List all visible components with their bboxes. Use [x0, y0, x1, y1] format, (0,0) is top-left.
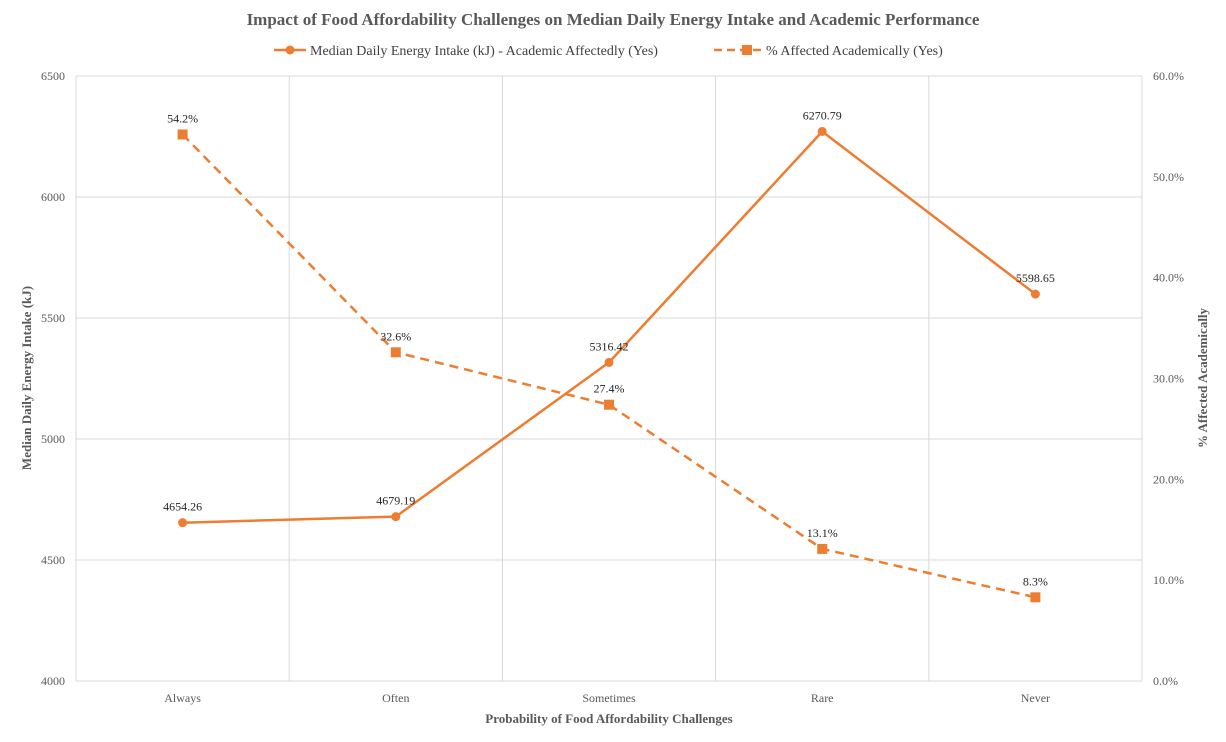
series-line-affected — [181, 133, 1036, 599]
data-label-affected: 54.2% — [167, 111, 198, 125]
y2-tick-label: 60.0% — [1153, 69, 1184, 83]
data-label-energy: 5598.65 — [1016, 271, 1055, 285]
y-tick-label: 5000 — [41, 432, 65, 446]
data-label-affected: 32.6% — [380, 329, 411, 343]
legend-item-energy: Median Daily Energy Intake (kJ) - Academ… — [274, 44, 658, 59]
y-tick-label: 6500 — [41, 69, 65, 83]
marker-affected — [817, 543, 828, 554]
marker-energy — [817, 126, 827, 136]
y-tick-label: 4500 — [41, 553, 65, 567]
legend-marker-energy — [285, 45, 295, 55]
y2-tick-label: 10.0% — [1153, 573, 1184, 587]
legend-item-affected: % Affected Academically (Yes) — [714, 44, 943, 59]
y2-tick-label: 0.0% — [1153, 674, 1178, 688]
marker-affected — [604, 399, 614, 410]
x-axis-ticks: Always Often Sometimes Rare Never — [164, 691, 1050, 705]
x-tick-label: Always — [164, 691, 201, 705]
y2-tick-label: 50.0% — [1153, 170, 1184, 184]
chart-title: Impact of Food Affordability Challenges … — [247, 10, 980, 29]
data-labels: 4654.26 4679.19 5316.42 6270.79 5598.65 54.2%… — [163, 108, 1055, 588]
markers — [177, 126, 1041, 603]
y2-axis-title: % Affected Academically — [1195, 307, 1210, 448]
y2-tick-label: 20.0% — [1153, 472, 1184, 486]
marker-affected — [1030, 592, 1041, 603]
y2-tick-label: 40.0% — [1153, 271, 1184, 285]
legend-label-affected: % Affected Academically (Yes) — [766, 44, 943, 59]
x-tick-label: Never — [1021, 691, 1050, 705]
data-label-energy: 4654.26 — [163, 500, 202, 514]
y-axis-title: Median Daily Energy Intake (kJ) — [19, 286, 34, 470]
data-label-affected: 8.3% — [1023, 574, 1048, 588]
marker-energy — [391, 512, 401, 522]
y-axis-ticks: 4000 4500 5000 5500 6000 6500 — [41, 69, 65, 688]
marker-energy — [1030, 289, 1040, 299]
x-axis-title: Probability of Food Affordability Challe… — [485, 711, 733, 726]
legend: Median Daily Energy Intake (kJ) - Academ… — [274, 44, 943, 59]
y-tick-label: 5500 — [41, 311, 65, 325]
marker-affected — [177, 129, 188, 140]
data-label-energy: 5316.42 — [590, 339, 629, 353]
marker-affected — [390, 347, 401, 358]
data-label-energy: 6270.79 — [803, 108, 842, 122]
marker-energy — [604, 357, 614, 367]
y-tick-label: 6000 — [41, 190, 65, 204]
series-line-energy — [182, 130, 1037, 524]
data-label-affected: 27.4% — [594, 382, 625, 396]
data-label-affected: 13.1% — [807, 526, 838, 540]
legend-label-energy: Median Daily Energy Intake (kJ) - Academ… — [310, 44, 658, 59]
x-tick-label: Rare — [811, 691, 834, 705]
x-tick-label: Often — [382, 691, 409, 705]
marker-energy — [178, 518, 188, 528]
data-label-energy: 4679.19 — [376, 494, 415, 508]
x-tick-label: Sometimes — [582, 691, 636, 705]
legend-marker-affected — [742, 45, 752, 55]
y-tick-label: 4000 — [41, 674, 65, 688]
gridlines — [75, 75, 1143, 682]
y2-tick-label: 30.0% — [1153, 372, 1184, 386]
y2-axis-ticks: 0.0% 10.0% 20.0% 30.0% 40.0% 50.0% 60.0% — [1153, 69, 1184, 688]
